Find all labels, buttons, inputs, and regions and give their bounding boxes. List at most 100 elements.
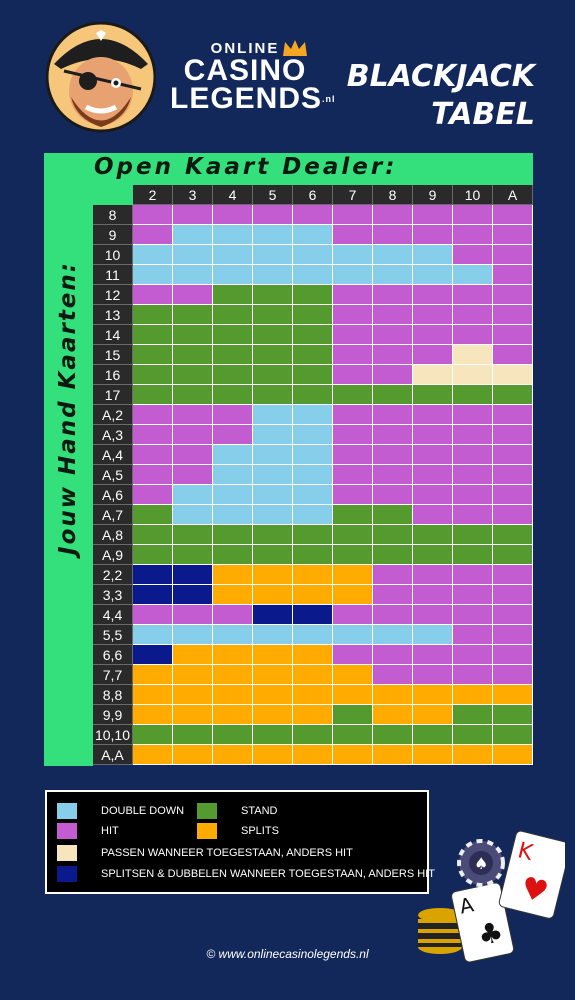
strategy-cell bbox=[333, 705, 373, 725]
strategy-cell bbox=[493, 745, 533, 765]
strategy-cell bbox=[453, 365, 493, 385]
svg-text:K: K bbox=[515, 838, 536, 866]
player-hand-label: 6,6 bbox=[93, 645, 133, 665]
strategy-cell bbox=[453, 505, 493, 525]
strategy-cell bbox=[413, 665, 453, 685]
strategy-cell bbox=[493, 645, 533, 665]
strategy-cell bbox=[253, 625, 293, 645]
strategy-cell bbox=[333, 345, 373, 365]
strategy-cell bbox=[413, 365, 453, 385]
legend-item: DOUBLE DOWN bbox=[57, 802, 184, 820]
strategy-cell bbox=[333, 265, 373, 285]
strategy-cell bbox=[293, 205, 333, 225]
strategy-cell bbox=[413, 745, 453, 765]
strategy-cell bbox=[133, 405, 173, 425]
strategy-cell bbox=[333, 665, 373, 685]
strategy-cell bbox=[173, 605, 213, 625]
strategy-cell bbox=[333, 385, 373, 405]
strategy-cell bbox=[133, 265, 173, 285]
strategy-cell bbox=[413, 205, 453, 225]
strategy-cell bbox=[133, 365, 173, 385]
strategy-cell bbox=[333, 685, 373, 705]
player-hand-label: 7,7 bbox=[93, 665, 133, 685]
strategy-cell bbox=[253, 545, 293, 565]
dealer-card-header: 9 bbox=[413, 185, 453, 205]
strategy-cell bbox=[413, 645, 453, 665]
strategy-cell bbox=[493, 245, 533, 265]
strategy-cell bbox=[493, 565, 533, 585]
strategy-cell bbox=[133, 205, 173, 225]
strategy-cell bbox=[253, 485, 293, 505]
strategy-cell bbox=[333, 585, 373, 605]
strategy-cell bbox=[373, 325, 413, 345]
strategy-cell bbox=[213, 545, 253, 565]
strategy-cell bbox=[253, 745, 293, 765]
strategy-cell bbox=[333, 325, 373, 345]
legend-item: STAND bbox=[197, 802, 277, 820]
strategy-cell bbox=[413, 385, 453, 405]
strategy-cell bbox=[333, 365, 373, 385]
strategy-cell bbox=[333, 445, 373, 465]
legend-swatch bbox=[57, 845, 77, 861]
strategy-cell bbox=[333, 605, 373, 625]
strategy-cell bbox=[133, 325, 173, 345]
strategy-cell bbox=[213, 745, 253, 765]
strategy-cell bbox=[293, 625, 333, 645]
strategy-table: 2 3 4 5 6 7 8 9 10 A 8 9 10 11 12 13 14 15 16 17 A,2 A,3 A,4 A,… bbox=[93, 185, 533, 766]
strategy-cell bbox=[253, 525, 293, 545]
strategy-cell bbox=[333, 245, 373, 265]
strategy-cell bbox=[413, 545, 453, 565]
strategy-cell bbox=[173, 625, 213, 645]
strategy-cell bbox=[373, 645, 413, 665]
strategy-cell bbox=[453, 245, 493, 265]
legend-label: STAND bbox=[241, 805, 278, 817]
strategy-cell bbox=[173, 405, 213, 425]
legend-swatch bbox=[57, 866, 77, 882]
strategy-cell bbox=[173, 245, 213, 265]
strategy-cell bbox=[373, 465, 413, 485]
strategy-cell bbox=[333, 425, 373, 445]
strategy-cell bbox=[213, 405, 253, 425]
hand-header-bar bbox=[44, 185, 93, 766]
strategy-cell bbox=[333, 285, 373, 305]
strategy-cell bbox=[173, 705, 213, 725]
strategy-cell bbox=[293, 265, 333, 285]
strategy-cell bbox=[373, 445, 413, 465]
legend-label: DOUBLE DOWN bbox=[101, 805, 185, 817]
strategy-cell bbox=[333, 205, 373, 225]
strategy-cell bbox=[213, 205, 253, 225]
strategy-cell bbox=[213, 685, 253, 705]
legend-item: PASSEN WANNEER TOEGESTAAN, ANDERS HIT bbox=[57, 844, 353, 862]
strategy-cell bbox=[253, 385, 293, 405]
strategy-cell bbox=[413, 245, 453, 265]
strategy-cell bbox=[333, 645, 373, 665]
strategy-cell bbox=[493, 525, 533, 545]
strategy-cell bbox=[413, 585, 453, 605]
strategy-cell bbox=[333, 565, 373, 585]
strategy-cell bbox=[213, 445, 253, 465]
strategy-cell bbox=[173, 505, 213, 525]
strategy-cell bbox=[493, 445, 533, 465]
strategy-cell bbox=[253, 445, 293, 465]
player-hand-label: 10 bbox=[93, 245, 133, 265]
strategy-cell bbox=[133, 605, 173, 625]
strategy-cell bbox=[213, 425, 253, 445]
strategy-cell bbox=[133, 465, 173, 485]
strategy-cell bbox=[493, 485, 533, 505]
strategy-cell bbox=[453, 525, 493, 545]
strategy-cell bbox=[293, 385, 333, 405]
strategy-cell bbox=[213, 665, 253, 685]
legend-item: HIT bbox=[57, 822, 119, 840]
strategy-cell bbox=[173, 305, 213, 325]
strategy-cell bbox=[373, 585, 413, 605]
brand-casino: CASINO bbox=[183, 54, 307, 87]
strategy-cell bbox=[413, 605, 453, 625]
poker-chip-icon: ♠ bbox=[457, 839, 505, 887]
strategy-cell bbox=[493, 705, 533, 725]
strategy-cell bbox=[373, 725, 413, 745]
strategy-cell bbox=[133, 565, 173, 585]
strategy-cell bbox=[173, 205, 213, 225]
strategy-cell bbox=[173, 645, 213, 665]
brand-online: ONLINE bbox=[210, 40, 280, 57]
strategy-cell bbox=[413, 285, 453, 305]
